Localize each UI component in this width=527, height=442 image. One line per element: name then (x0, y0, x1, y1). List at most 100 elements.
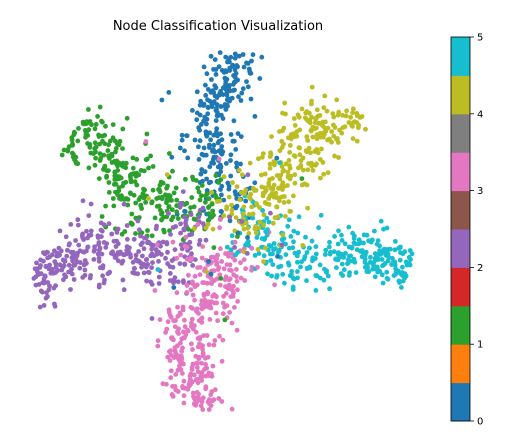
scatter-point (179, 132, 185, 138)
scatter-point (182, 261, 188, 267)
scatter-point (175, 304, 180, 310)
colorbar-tick-label: 4 (477, 109, 483, 120)
scatter-point (327, 251, 333, 257)
scatter-point (84, 228, 89, 234)
scatter-point (384, 269, 390, 275)
scatter-point (125, 236, 130, 242)
scatter-point (245, 172, 251, 178)
scatter-point (175, 314, 181, 319)
colorbar-tick-label: 2 (477, 263, 483, 274)
scatter-point (274, 173, 280, 178)
scatter-point (168, 232, 173, 237)
scatter-point (227, 310, 233, 315)
scatter-point (337, 127, 342, 133)
scatter-point (231, 118, 237, 124)
scatter-point (321, 130, 327, 136)
scatter-point (191, 204, 197, 210)
scatter-point (266, 196, 272, 201)
scatter-point (252, 114, 258, 119)
scatter-point (52, 248, 57, 254)
scatter-point (219, 137, 225, 143)
scatter-point (270, 262, 276, 267)
scatter-point (250, 52, 256, 58)
scatter-point (130, 165, 136, 171)
scatter-point (344, 108, 349, 114)
scatter-point (268, 258, 274, 263)
scatter-point (168, 348, 174, 354)
scatter-point (204, 176, 210, 182)
scatter-point (218, 147, 224, 153)
scatter-point (104, 168, 110, 174)
scatter-point (179, 137, 185, 143)
scatter-point (113, 149, 118, 155)
scatter-point (238, 134, 244, 140)
scatter-point (88, 232, 94, 238)
scatter-point (291, 116, 297, 121)
scatter-point (205, 354, 211, 360)
scatter-point (213, 67, 219, 72)
scatter-point (209, 77, 214, 82)
scatter-point (314, 107, 320, 113)
scatter-point (146, 270, 152, 275)
scatter-point (201, 280, 207, 285)
scatter-point (155, 267, 161, 272)
scatter-point (146, 165, 151, 171)
scatter-point (38, 257, 43, 263)
scatter-point (269, 190, 275, 196)
scatter-point (375, 238, 381, 244)
scatter-point (165, 249, 170, 255)
scatter-point (131, 236, 137, 242)
scatter-point (192, 297, 198, 303)
scatter-point (282, 100, 288, 106)
scatter-point (224, 262, 230, 267)
scatter-point (238, 98, 244, 103)
scatter-point (252, 253, 258, 258)
scatter-point (232, 55, 238, 61)
scatter-point (308, 150, 313, 156)
scatter-point (210, 226, 216, 232)
scatter-point (92, 247, 97, 253)
scatter-point (209, 389, 215, 395)
scatter-point (325, 125, 331, 131)
scatter-point (171, 318, 177, 324)
scatter-point (278, 172, 284, 178)
scatter-point (222, 317, 228, 323)
scatter-point (97, 151, 103, 157)
scatter-point (292, 180, 298, 186)
scatter-point (103, 203, 108, 209)
scatter-point (80, 275, 86, 280)
scatter-point (75, 222, 81, 228)
scatter-point (214, 256, 220, 261)
scatter-point (88, 228, 94, 234)
scatter-point (192, 137, 198, 143)
scatter-point (172, 348, 178, 354)
scatter-point (392, 247, 398, 253)
scatter-point (135, 218, 141, 224)
scatter-point (269, 273, 274, 279)
scatter-point (213, 310, 219, 316)
scatter-point (227, 65, 233, 71)
scatter-point (199, 183, 205, 188)
scatter-point (168, 375, 174, 381)
scatter-point (305, 167, 311, 173)
scatter-point (167, 264, 173, 269)
scatter-point (53, 261, 59, 267)
scatter-point (348, 114, 353, 120)
scatter-point (179, 348, 185, 354)
scatter-point (246, 231, 252, 236)
colorbar: 0 1 2 3 4 5 (450, 33, 483, 428)
scatter-point (249, 58, 254, 64)
scatter-point (75, 161, 81, 167)
scatter-point (86, 107, 91, 112)
scatter-point (180, 371, 185, 376)
scatter-point (205, 105, 211, 111)
scatter-point (379, 272, 385, 278)
scatter-point (180, 304, 186, 310)
scatter-point (299, 176, 305, 182)
scatter-point (201, 64, 207, 70)
scatter-point (150, 260, 155, 265)
scatter-point (397, 257, 403, 263)
scatter-point (175, 216, 181, 222)
scatter-point (96, 284, 102, 290)
scatter-point (123, 160, 129, 166)
